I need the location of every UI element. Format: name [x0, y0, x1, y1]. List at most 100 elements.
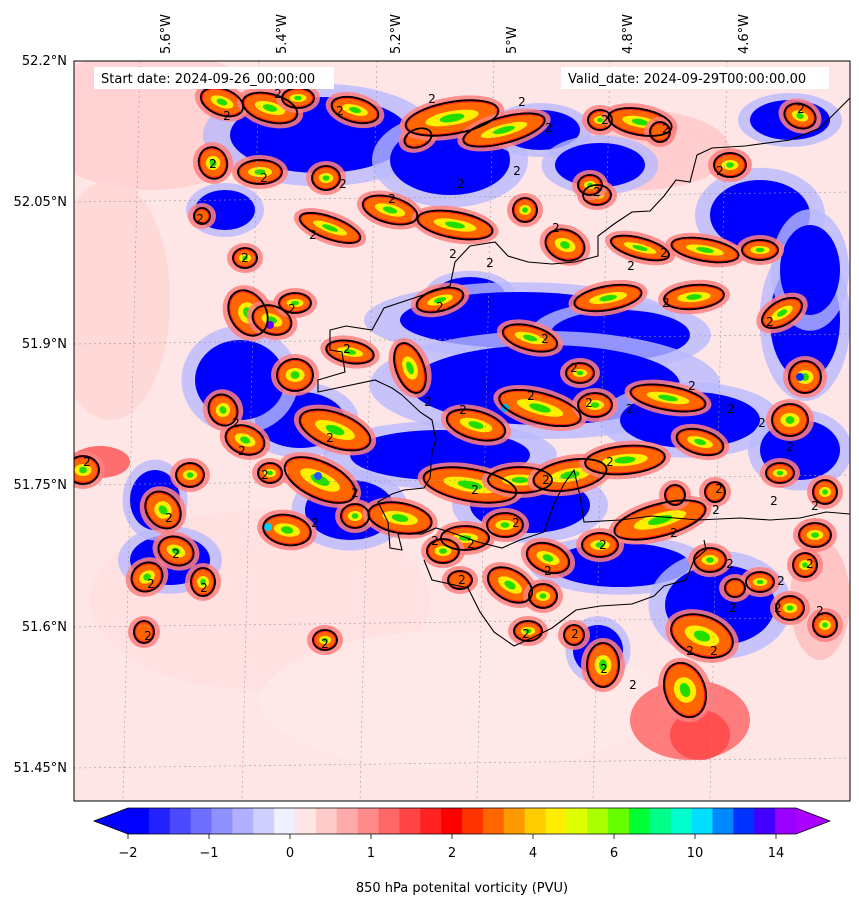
pv-2-contour: [404, 99, 500, 137]
colorbar-cell: [587, 808, 609, 834]
graticule: [74, 61, 850, 801]
pv-streak-core: [445, 221, 465, 229]
colorbar-cell: [545, 808, 567, 834]
pv-streak-core: [576, 370, 584, 376]
pv-2-contour: [393, 342, 427, 394]
pv-2-contour: [724, 578, 746, 598]
pv-2-contour: [670, 236, 740, 264]
pv-streak-core: [706, 557, 714, 563]
pv-2-contour: [532, 457, 608, 493]
pv-2-contour: [798, 522, 832, 548]
contour-label: 2: [585, 396, 593, 410]
contour-label: 2: [715, 482, 723, 496]
pv-2-contour: [237, 159, 283, 185]
contour-label: 2: [518, 95, 526, 109]
pv-2-contour: [783, 102, 817, 130]
pv-maximum: [796, 373, 804, 381]
pv-2-contour: [278, 292, 312, 314]
parallel: [74, 333, 850, 345]
contour-label: 2: [147, 577, 155, 591]
colorbar-tick-label: −2: [118, 846, 137, 861]
pv-2-contour: [325, 339, 375, 365]
pv-2-contour: [528, 583, 558, 609]
colorbar-tick-label: 2: [448, 846, 456, 861]
pv-streak-core: [240, 436, 250, 444]
pv-streak-core: [522, 207, 528, 213]
pv-maximum: [314, 472, 322, 480]
pv-2-contour: [462, 112, 546, 148]
pv-2-contour: [584, 444, 666, 476]
colorbar-cell: [357, 808, 380, 834]
pv-streak-core: [351, 513, 359, 519]
contour-label: 2: [601, 113, 609, 127]
colorbar-cell: [315, 808, 338, 834]
contour-label: 2: [321, 637, 329, 651]
pv-2-contour: [440, 525, 490, 551]
colorbar-cell: [274, 808, 296, 834]
pv-streak-core: [242, 255, 248, 261]
coastline: [317, 97, 850, 647]
contour-label: 2: [144, 629, 152, 643]
colorbar-cell: [128, 808, 150, 834]
colorbar-tick-label: 1: [367, 846, 375, 861]
contour-label: 2: [83, 455, 91, 469]
meridian: [709, 61, 728, 801]
pv-2-contour: [445, 408, 507, 442]
pv-2-contour: [792, 552, 818, 578]
pv-2-contour: [190, 567, 216, 597]
pv-2-contour: [197, 146, 229, 180]
pv-streak-core: [322, 175, 330, 181]
parallel: [74, 191, 850, 203]
pv-streak-core: [726, 162, 734, 168]
contour-label: 2: [816, 604, 824, 618]
contour-label: 2: [688, 379, 696, 393]
pv-2-contour: [513, 620, 543, 642]
pv-2-contour: [713, 152, 747, 178]
pv-2-contour: [130, 561, 164, 593]
pv-maximum: [264, 523, 272, 531]
colorbar: −2 −1 0 1 2 4 6 10 14 850 hPa potenital …: [92, 807, 832, 896]
pv-streak-core: [280, 526, 294, 534]
contour-label: 2: [811, 499, 819, 513]
pv-2-contour: [512, 197, 538, 223]
pv-streak-core: [590, 402, 600, 408]
pv-2-contour: [426, 538, 460, 564]
pv-2-contour: [670, 613, 734, 659]
colorbar-cell: [190, 808, 213, 834]
pv-2-contour: [573, 283, 643, 313]
contour-label: 2: [716, 164, 724, 178]
pv-streak-core: [493, 125, 515, 135]
contour-label: 2: [196, 212, 204, 226]
pv-streak-core: [406, 361, 414, 375]
pv-streak-core: [216, 98, 228, 106]
contour-label: 2: [486, 256, 494, 270]
colorbar-cell: [733, 808, 755, 834]
pv-streak-core: [79, 466, 87, 474]
pv-2-contour: [675, 427, 725, 457]
parallel: [74, 616, 850, 628]
colorbar-cell: [566, 808, 588, 834]
pv-2-contour: [175, 462, 205, 488]
colorbar-cell: [712, 808, 734, 834]
colorbar-cell: [524, 808, 547, 834]
contour-label: 2: [336, 104, 344, 118]
pv-streak-core: [632, 245, 648, 251]
contour-label: 2: [436, 300, 444, 314]
contour-labels: 2 2 2 2 2 2 2 2 2 2 2 2 2 2 2 2 2 2 2 2 2 2 2 2 2 2 2 2 2 2 2 2 2 2 2 2 2 2 2 2…: [83, 87, 824, 692]
contour-label: 2: [774, 601, 782, 615]
lon-label: 4.8°W: [621, 14, 636, 54]
lon-label: 4.6°W: [737, 14, 752, 54]
pv-2-contour: [403, 127, 433, 149]
contour-label: 2: [593, 185, 601, 199]
pv-2-contour: [812, 479, 838, 505]
pv-streak-core: [200, 578, 206, 586]
pv-streak-core: [382, 206, 398, 214]
pv-streak-core: [504, 580, 516, 590]
meridian: [592, 61, 611, 801]
contour-label: 2: [545, 121, 553, 135]
pv-streak-core: [822, 489, 828, 495]
pv-streak-core: [391, 514, 409, 522]
colorbar-tick-label: 14: [768, 846, 785, 861]
pv-streak-core: [542, 554, 554, 562]
pv-streak-core: [267, 470, 273, 476]
